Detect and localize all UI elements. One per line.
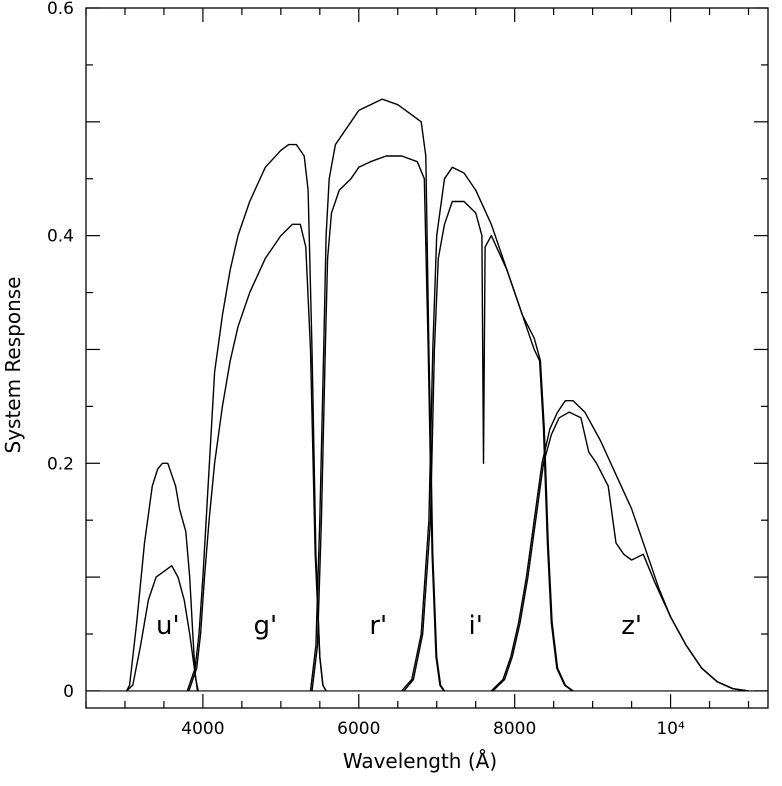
band-label: g' [253, 611, 277, 641]
band-label: i' [469, 611, 483, 641]
response-curve [125, 462, 199, 692]
band-label: u' [156, 611, 180, 641]
y-tick-label: 0.2 [47, 454, 74, 474]
response-curve [186, 143, 327, 692]
response-curve [490, 400, 749, 692]
y-tick-label: 0.4 [47, 227, 74, 247]
response-curve [401, 166, 574, 692]
x-axis-title: Wavelength (Å) [343, 749, 497, 773]
response-curve [126, 565, 199, 692]
band-label: r' [369, 611, 387, 641]
y-tick-label: 0.6 [47, 0, 74, 19]
x-tick-label: 6000 [337, 719, 380, 739]
y-axis-title: System Response [1, 277, 25, 454]
x-tick-label: 8000 [493, 719, 536, 739]
response-curve [311, 155, 445, 692]
y-tick-label: 0 [63, 682, 74, 702]
response-curve [492, 411, 749, 692]
band-labels: u' g' r' i' z' [156, 611, 642, 641]
response-curve [403, 200, 573, 692]
axis-ticks: 4000 6000 8000 10⁴ 0 0.2 0.4 0.6 [47, 0, 768, 739]
x-tick-label: 10⁴ [656, 719, 685, 739]
response-curve [188, 223, 327, 692]
response-curves [125, 98, 749, 692]
plot-border [85, 7, 769, 709]
plot-frame [85, 7, 769, 709]
x-tick-label: 4000 [181, 719, 224, 739]
band-label: z' [621, 611, 642, 641]
